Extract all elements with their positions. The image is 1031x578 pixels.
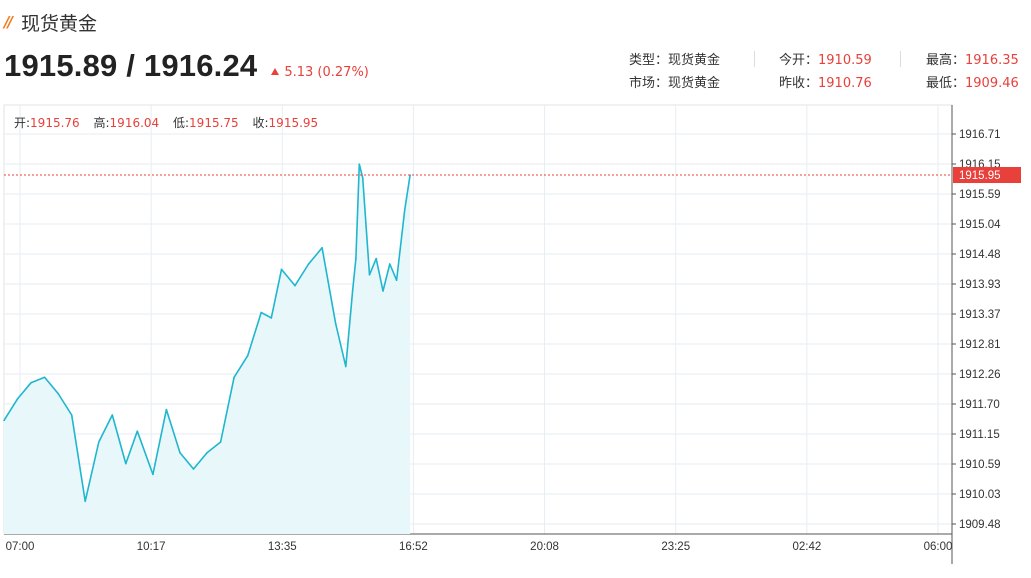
- ohlc-open-label: 开:: [14, 116, 31, 130]
- x-tick-label: 02:42: [792, 541, 821, 553]
- data-point: [43, 376, 46, 379]
- ohlc-low-label: 低:: [173, 116, 190, 130]
- data-point: [270, 317, 273, 319]
- data-point: [294, 284, 296, 287]
- title-slash-icon: //: [4, 13, 13, 31]
- data-point: [111, 414, 114, 416]
- data-point: [57, 392, 59, 395]
- data-point: [165, 408, 168, 411]
- area-fill: [4, 164, 411, 534]
- x-tick-label: 13:35: [268, 541, 297, 553]
- y-tick-label: 1909.48: [959, 519, 1001, 531]
- data-point: [395, 279, 398, 281]
- current-price-label: 1915.95: [959, 170, 1001, 182]
- data-point: [125, 462, 127, 465]
- market-value: 现货黄金: [668, 76, 721, 91]
- data-point: [152, 473, 154, 476]
- data-point: [30, 381, 32, 384]
- low-value: 1909.46: [965, 76, 1019, 91]
- price-change: 5.13 (0.27%): [271, 65, 369, 80]
- x-tick-label: 10:17: [137, 541, 166, 553]
- type-value: 现货黄金: [668, 53, 721, 68]
- bid-ask-price: 1915.89 / 1916.24: [4, 48, 258, 83]
- data-point: [179, 451, 181, 454]
- data-point: [3, 419, 5, 422]
- data-point: [344, 365, 347, 368]
- stats-divider: [754, 51, 755, 67]
- data-point: [368, 273, 371, 276]
- data-point: [233, 376, 235, 379]
- y-tick-label: 1915.04: [959, 219, 1001, 231]
- stats-divider: [900, 51, 901, 67]
- page-title: 现货黄金: [20, 12, 97, 35]
- ohlc-low-value: 1915.75: [189, 116, 239, 130]
- data-point: [355, 257, 357, 260]
- data-point: [246, 354, 249, 357]
- ohlc-close-value: 1915.95: [268, 116, 319, 130]
- high-label: 最高：: [926, 53, 966, 68]
- data-point: [351, 290, 354, 292]
- title-bar: // 现货黄金: [4, 8, 97, 36]
- price-line: [3, 163, 411, 503]
- data-point: [307, 263, 310, 265]
- data-point: [358, 163, 361, 166]
- price-change-value: 5.13 (0.27%): [284, 65, 369, 80]
- ohlc-open-value: 1915.76: [30, 116, 80, 130]
- y-tick-label: 1914.48: [959, 249, 1001, 261]
- data-point: [206, 451, 208, 454]
- ohlc-readout: 开:1915.76 高:1916.04 低:1915.75 收:1915.95: [14, 114, 328, 131]
- data-point: [136, 430, 139, 433]
- data-point: [334, 322, 337, 325]
- high-value: 1916.35: [965, 53, 1019, 68]
- y-tick-label: 1911.15: [959, 429, 1000, 441]
- x-tick-label: 07:00: [6, 541, 35, 553]
- data-point: [280, 268, 283, 271]
- stats-col-open: 今开：1910.59 昨收：1910.76: [779, 49, 872, 95]
- arrow-up-icon: [271, 68, 280, 75]
- data-point: [97, 441, 100, 443]
- open-value: 1910.59: [818, 53, 872, 68]
- y-tick-label: 1912.26: [959, 369, 1001, 381]
- data-point: [361, 176, 364, 179]
- data-point: [70, 414, 73, 416]
- data-point: [84, 500, 87, 503]
- x-tick-label: 06:00: [924, 541, 953, 553]
- stats-col-high: 最高：1916.35 最低：1909.46: [926, 49, 1019, 95]
- low-label: 最低：: [926, 76, 966, 91]
- stats-col-type: 类型：现货黄金 市场：现货黄金: [629, 49, 720, 95]
- data-point: [219, 441, 222, 443]
- x-tick-label: 20:08: [530, 541, 559, 553]
- y-tick-label: 1912.81: [959, 339, 1001, 351]
- y-tick-label: 1911.70: [959, 399, 1000, 411]
- x-tick-label: 23:25: [661, 541, 690, 553]
- data-point: [16, 398, 19, 400]
- y-tick-label: 1913.93: [959, 279, 1001, 291]
- open-label: 今开：: [779, 53, 819, 68]
- y-tick-label: 1916.71: [959, 129, 1001, 141]
- y-tick-label: 1910.59: [959, 459, 1001, 471]
- y-tick-label: 1915.59: [959, 189, 1001, 201]
- ohlc-high-label: 高:: [93, 116, 110, 130]
- prev-close-label: 昨收：: [779, 76, 819, 91]
- prev-close-value: 1910.76: [818, 76, 872, 91]
- data-point: [375, 257, 378, 260]
- ohlc-high-value: 1916.04: [109, 116, 160, 130]
- data-point: [388, 263, 391, 265]
- ohlc-close-label: 收:: [252, 116, 269, 130]
- y-tick-label: 1910.03: [959, 489, 1001, 501]
- data-point: [192, 468, 195, 470]
- price-row: 1915.89 / 1916.24 5.13 (0.27%): [4, 48, 369, 84]
- type-label: 类型：: [629, 53, 669, 68]
- market-label: 市场：: [629, 76, 669, 91]
- data-point: [260, 311, 262, 314]
- x-tick-label: 16:52: [399, 541, 428, 553]
- data-point: [321, 247, 323, 249]
- data-point: [403, 209, 406, 211]
- y-tick-label: 1913.37: [959, 309, 1001, 321]
- data-point: [382, 290, 384, 292]
- current-price-tag: [953, 166, 1021, 183]
